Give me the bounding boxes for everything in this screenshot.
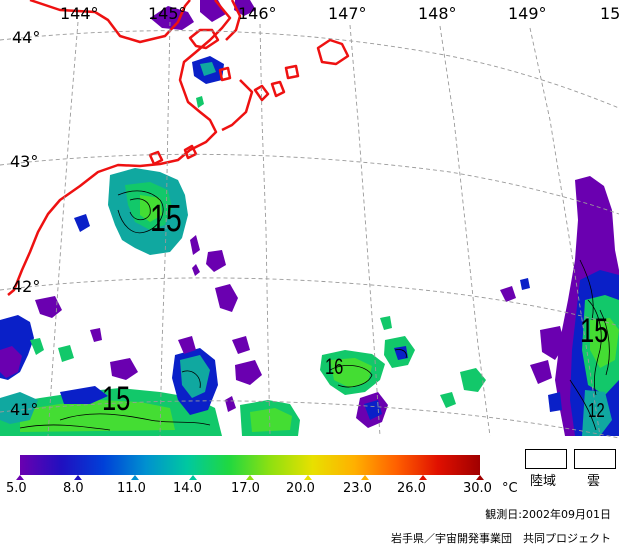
longitude-label-144: 144° <box>60 4 99 23</box>
colorbar-tick-mark <box>418 475 427 480</box>
observation-date: 観測日:2002年09月01日 <box>485 508 611 521</box>
contour-label: 16 <box>325 354 344 379</box>
longitude-label-149: 149° <box>508 4 547 23</box>
longitude-label-146: 146° <box>238 4 277 23</box>
longitude-label-150: 15 <box>600 4 619 23</box>
colorbar-tick-mark <box>303 475 312 480</box>
latitude-label-43: 43° <box>10 152 39 171</box>
cloud-legend-label: 雲 <box>587 474 601 489</box>
project-credit: 岩手県／宇宙開発事業団 共同プロジェクト <box>391 532 611 545</box>
latitude-label-44: 44° <box>12 28 41 47</box>
latitude-label-42: 42° <box>12 277 41 296</box>
colorbar-tick-label: 14.0 <box>173 481 202 496</box>
colorbar-tick-label: 11.0 <box>117 481 146 496</box>
colorbar-tick-mark <box>73 475 82 480</box>
longitude-label-147: 147° <box>328 4 367 23</box>
cloud-legend-swatch <box>574 449 616 469</box>
colorbar-tick-label: 26.0 <box>397 481 426 496</box>
contour-label: 15 <box>102 380 131 418</box>
colorbar-tick-mark <box>188 475 197 480</box>
colorbar-tick-label: 30.0 <box>463 481 492 496</box>
graticule <box>0 21 619 439</box>
colorbar-tick-mark <box>246 475 254 480</box>
colorbar-tick-label: 23.0 <box>343 481 372 496</box>
longitude-label-148: 148° <box>418 4 457 23</box>
colorbar-tick-label: 17.0 <box>231 481 260 496</box>
colorbar-unit: °C <box>502 481 518 496</box>
land-legend-swatch <box>525 449 567 469</box>
contour-label: 15 <box>580 312 609 350</box>
latitude-label-41: 41° <box>10 400 39 419</box>
coastline <box>7 0 350 296</box>
contour-label: 12 <box>588 400 605 422</box>
colorbar-tick-label: 5.0 <box>6 481 27 496</box>
temperature-colorbar <box>16 455 484 480</box>
colorbar-tick-mark <box>16 475 24 480</box>
isotherm-contours <box>19 190 610 431</box>
colorbar-tick-mark <box>476 475 484 480</box>
colorbar-tick-mark <box>131 475 139 480</box>
longitude-label-145: 145° <box>148 4 187 23</box>
sea-surface-temperature-map <box>0 0 619 440</box>
contour-label: 15 <box>150 198 182 240</box>
colorbar-tick-label: 20.0 <box>286 481 315 496</box>
colorbar-tick-label: 8.0 <box>63 481 84 496</box>
land-legend-label: 陸域 <box>530 474 557 489</box>
colorbar-tick-mark <box>361 475 369 480</box>
